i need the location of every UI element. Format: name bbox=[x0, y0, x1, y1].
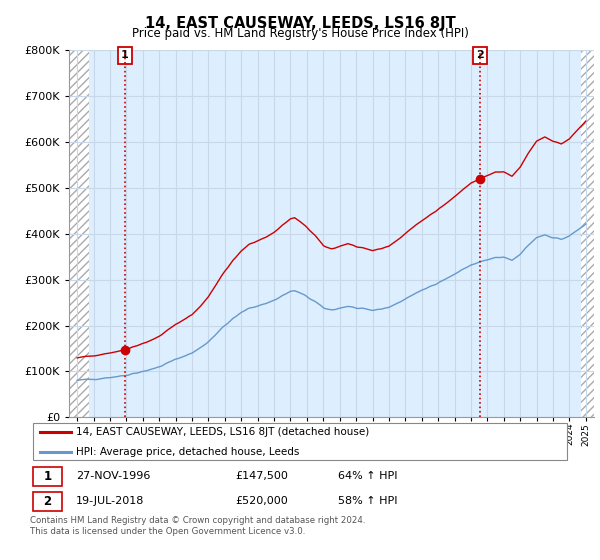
FancyBboxPatch shape bbox=[33, 466, 62, 486]
Text: 2: 2 bbox=[476, 50, 484, 60]
Text: Contains HM Land Registry data © Crown copyright and database right 2024.
This d: Contains HM Land Registry data © Crown c… bbox=[30, 516, 365, 536]
Text: 64% ↑ HPI: 64% ↑ HPI bbox=[338, 471, 397, 481]
Text: 19-JUL-2018: 19-JUL-2018 bbox=[76, 496, 144, 506]
Text: £147,500: £147,500 bbox=[235, 471, 288, 481]
Text: £520,000: £520,000 bbox=[235, 496, 288, 506]
FancyBboxPatch shape bbox=[33, 423, 568, 460]
Text: 2: 2 bbox=[43, 495, 52, 508]
Text: Price paid vs. HM Land Registry's House Price Index (HPI): Price paid vs. HM Land Registry's House … bbox=[131, 27, 469, 40]
Text: 14, EAST CAUSEWAY, LEEDS, LS16 8JT (detached house): 14, EAST CAUSEWAY, LEEDS, LS16 8JT (deta… bbox=[76, 427, 369, 437]
Text: 1: 1 bbox=[121, 50, 128, 60]
Text: HPI: Average price, detached house, Leeds: HPI: Average price, detached house, Leed… bbox=[76, 447, 299, 458]
Text: 14, EAST CAUSEWAY, LEEDS, LS16 8JT: 14, EAST CAUSEWAY, LEEDS, LS16 8JT bbox=[145, 16, 455, 31]
FancyBboxPatch shape bbox=[33, 492, 62, 511]
Text: 1: 1 bbox=[43, 470, 52, 483]
Text: 58% ↑ HPI: 58% ↑ HPI bbox=[338, 496, 397, 506]
Text: 27-NOV-1996: 27-NOV-1996 bbox=[76, 471, 150, 481]
